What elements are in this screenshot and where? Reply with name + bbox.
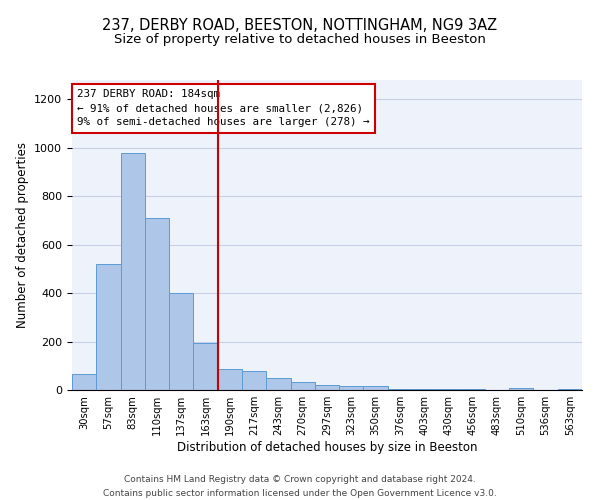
- Bar: [364, 386, 388, 390]
- Bar: [242, 370, 266, 390]
- Text: 237, DERBY ROAD, BEESTON, NOTTINGHAM, NG9 3AZ: 237, DERBY ROAD, BEESTON, NOTTINGHAM, NG…: [103, 18, 497, 32]
- Bar: [72, 374, 96, 390]
- Bar: [290, 382, 315, 390]
- Text: Contains HM Land Registry data © Crown copyright and database right 2024.
Contai: Contains HM Land Registry data © Crown c…: [103, 476, 497, 498]
- X-axis label: Distribution of detached houses by size in Beeston: Distribution of detached houses by size …: [177, 441, 477, 454]
- Bar: [266, 378, 290, 390]
- Bar: [121, 152, 145, 390]
- Bar: [218, 370, 242, 390]
- Bar: [193, 343, 218, 390]
- Bar: [509, 388, 533, 390]
- Y-axis label: Number of detached properties: Number of detached properties: [16, 142, 29, 328]
- Bar: [558, 389, 582, 390]
- Bar: [315, 385, 339, 390]
- Text: Size of property relative to detached houses in Beeston: Size of property relative to detached ho…: [114, 32, 486, 46]
- Bar: [388, 389, 412, 390]
- Bar: [145, 218, 169, 390]
- Bar: [436, 389, 461, 390]
- Text: 237 DERBY ROAD: 184sqm
← 91% of detached houses are smaller (2,826)
9% of semi-d: 237 DERBY ROAD: 184sqm ← 91% of detached…: [77, 90, 370, 128]
- Bar: [412, 389, 436, 390]
- Bar: [169, 293, 193, 390]
- Bar: [461, 389, 485, 390]
- Bar: [96, 264, 121, 390]
- Bar: [339, 386, 364, 390]
